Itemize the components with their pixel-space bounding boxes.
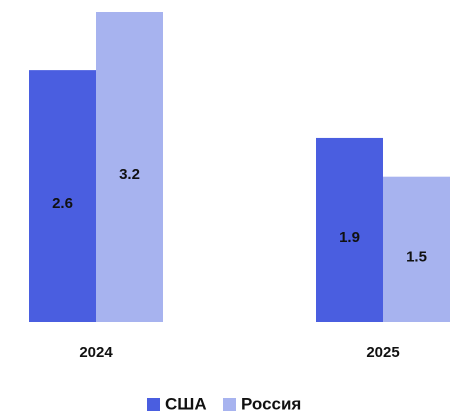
bar <box>316 137 383 322</box>
legend-label: США <box>165 394 207 413</box>
data-label: 3.2 <box>119 166 140 183</box>
x-tick-label: 2025 <box>366 344 399 361</box>
bar <box>96 12 163 322</box>
legend-swatch <box>223 398 236 411</box>
legend-label: Россия <box>241 394 301 413</box>
legend-swatch <box>147 398 160 411</box>
data-label: 1.5 <box>406 248 427 265</box>
bar <box>29 70 96 322</box>
data-label: 2.6 <box>52 195 73 212</box>
bar <box>383 176 450 322</box>
x-tick-label: 2024 <box>79 344 113 361</box>
data-label: 1.9 <box>339 229 360 246</box>
